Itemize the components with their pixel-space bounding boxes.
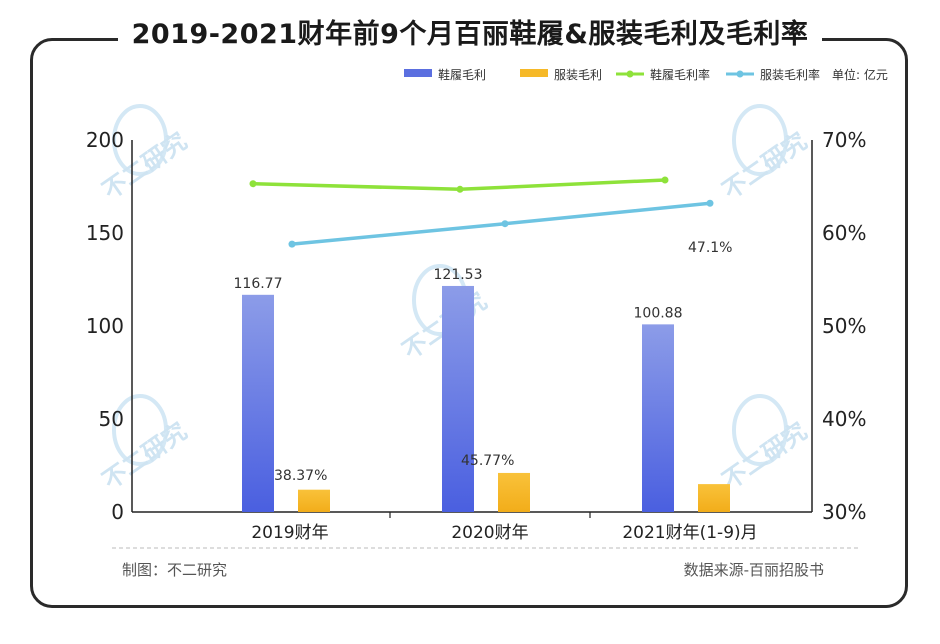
y-left-tick-label: 0 [111, 500, 124, 524]
y-left-tick-label: 100 [86, 314, 124, 338]
bar-value-label: 121.53 [434, 267, 483, 283]
x-tick-label: 2020财年 [451, 523, 528, 543]
legend-label: 服装毛利率 [760, 67, 820, 82]
chart-title: 2019-2021财年前9个月百丽鞋履&服装毛利及毛利率 [117, 12, 823, 51]
watermark-0: 不二研究 [97, 104, 192, 205]
point-服装毛利率-0 [288, 240, 296, 248]
rate-label: 47.1% [688, 240, 732, 256]
point-服装毛利率-2 [706, 199, 714, 207]
point-鞋履毛利率-1 [456, 185, 464, 193]
title-wrap: 2019-2021财年前9个月百丽鞋履&服装毛利及毛利率 [0, 12, 940, 51]
bar-value-label: 100.88 [634, 305, 683, 321]
labels-layer: 116.77 121.53 100.88 38.37% 45.77% 47.1% [234, 240, 733, 484]
point-鞋履毛利率-2 [661, 176, 669, 184]
y-left-tick-label: 200 [86, 128, 124, 152]
legend-swatch-鞋履毛利 [404, 69, 432, 77]
bar-value-label: 116.77 [234, 276, 283, 292]
y-right-tick-label: 70% [822, 128, 866, 152]
bar-服装毛利-0 [298, 489, 330, 512]
x-tick-label: 2021财年(1-9)月 [622, 523, 757, 543]
unit-label: 单位: 亿元 [832, 67, 888, 82]
watermark-logo [732, 104, 788, 176]
axes-layer: 0 50 100 150 200 30% 40% 50% 60% 70% 2019财年 2020财年 2… [86, 128, 866, 549]
line-服装毛利率 [291, 201, 711, 246]
legend-label: 鞋履毛利率 [650, 67, 710, 82]
footer-source: 数据来源-百丽招股书 [683, 561, 824, 579]
bars-layer [242, 285, 730, 512]
watermark-logo [112, 394, 168, 466]
y-left-tick-label: 150 [86, 221, 124, 245]
bar-服装毛利-1 [498, 472, 530, 512]
watermark-2: 不二研究 [717, 104, 812, 205]
rate-label: 38.37% [274, 468, 327, 484]
watermark-logo [732, 394, 788, 466]
y-right-tick-label: 40% [822, 407, 866, 431]
bar-鞋履毛利-0 [242, 294, 274, 512]
y-left-tick-label: 50 [99, 407, 124, 431]
legend-swatch-服装毛利 [520, 69, 548, 77]
bar-鞋履毛利-2 [642, 324, 674, 512]
footer-credit: 制图：不二研究 [122, 561, 228, 579]
legend-label: 鞋履毛利 [438, 67, 486, 82]
watermark-text: 不二研究 [717, 127, 812, 205]
y-right-tick-label: 50% [822, 314, 866, 338]
lines-layer [249, 176, 714, 248]
bar-服装毛利-2 [698, 484, 730, 512]
y-right-tick-label: 30% [822, 500, 866, 524]
legend-label: 服装毛利 [554, 68, 602, 82]
bar-鞋履毛利-1 [442, 285, 474, 512]
y-right-tick-label: 60% [822, 221, 866, 245]
watermark-logo [112, 104, 168, 176]
point-服装毛利率-1 [501, 220, 509, 228]
legend-layer: 鞋履毛利 服装毛利 鞋履毛利率 服装毛利率 单位: 亿元 [404, 67, 888, 82]
x-tick-label: 2019财年 [251, 523, 328, 543]
legend-marker-鞋履毛利率 [626, 70, 634, 78]
watermark-text: 不二研究 [717, 417, 812, 495]
watermark-4: 不二研究 [717, 394, 812, 495]
legend-marker-服装毛利率 [736, 70, 744, 78]
point-鞋履毛利率-0 [249, 180, 257, 188]
rate-label: 45.77% [461, 453, 514, 469]
